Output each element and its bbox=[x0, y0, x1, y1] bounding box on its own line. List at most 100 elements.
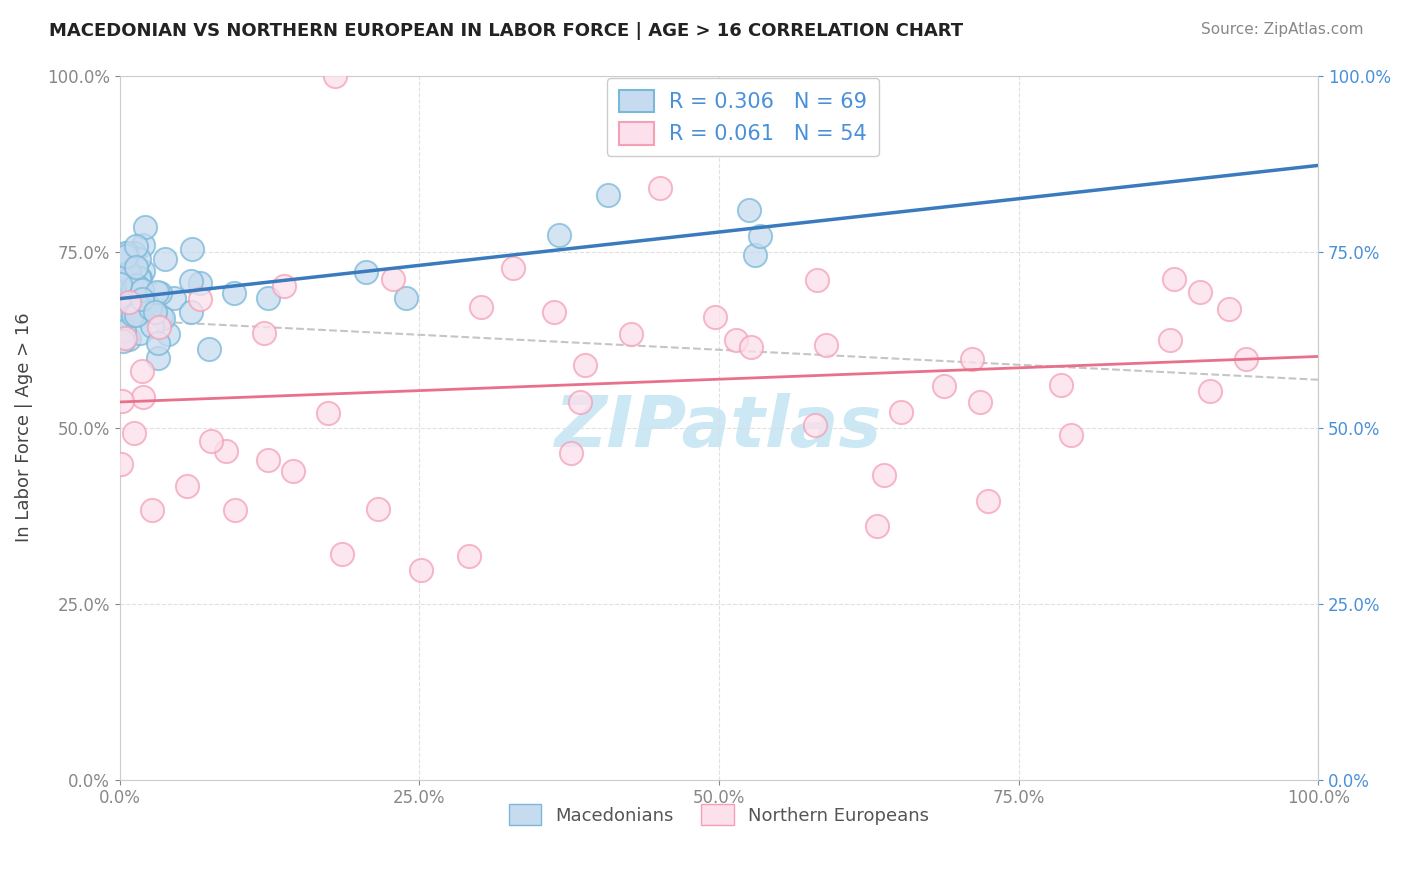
Point bbox=[132, 238, 155, 252]
Point bbox=[543, 305, 565, 319]
Point bbox=[872, 468, 894, 483]
Point bbox=[122, 276, 145, 290]
Point bbox=[395, 291, 418, 305]
Point bbox=[127, 303, 149, 318]
Point bbox=[108, 277, 131, 291]
Point bbox=[122, 245, 145, 260]
Point bbox=[283, 464, 305, 478]
Point bbox=[118, 332, 141, 346]
Point bbox=[724, 333, 747, 347]
Point bbox=[1163, 271, 1185, 285]
Text: MACEDONIAN VS NORTHERN EUROPEAN IN LABOR FORCE | AGE > 16 CORRELATION CHART: MACEDONIAN VS NORTHERN EUROPEAN IN LABOR… bbox=[49, 22, 963, 40]
Point bbox=[257, 292, 280, 306]
Point bbox=[569, 395, 592, 409]
Point bbox=[118, 294, 141, 309]
Point bbox=[153, 252, 176, 267]
Point bbox=[960, 351, 983, 366]
Point bbox=[110, 457, 132, 471]
Point bbox=[1049, 378, 1071, 392]
Point bbox=[560, 445, 582, 459]
Point bbox=[180, 274, 202, 288]
Point bbox=[146, 351, 169, 365]
Point bbox=[125, 238, 148, 252]
Point bbox=[215, 443, 238, 458]
Point bbox=[814, 338, 837, 352]
Point bbox=[125, 304, 148, 318]
Point bbox=[367, 501, 389, 516]
Point bbox=[1060, 428, 1083, 442]
Text: ZIPatlas: ZIPatlas bbox=[555, 393, 883, 462]
Point bbox=[110, 271, 132, 285]
Point bbox=[115, 245, 138, 260]
Point bbox=[969, 395, 991, 409]
Point bbox=[111, 334, 134, 348]
Point bbox=[124, 277, 146, 292]
Point bbox=[131, 299, 153, 313]
Point bbox=[132, 390, 155, 404]
Point bbox=[934, 378, 956, 392]
Point bbox=[330, 547, 353, 561]
Point bbox=[118, 266, 141, 280]
Point bbox=[142, 301, 165, 315]
Point bbox=[253, 326, 276, 340]
Point bbox=[141, 502, 163, 516]
Point bbox=[740, 340, 762, 354]
Point bbox=[180, 305, 202, 319]
Point bbox=[256, 453, 278, 467]
Point bbox=[118, 290, 141, 304]
Point bbox=[128, 271, 150, 285]
Point bbox=[114, 331, 136, 345]
Point bbox=[117, 273, 139, 287]
Point bbox=[112, 324, 135, 338]
Point bbox=[200, 434, 222, 449]
Point bbox=[222, 285, 245, 300]
Point bbox=[139, 301, 162, 315]
Point bbox=[120, 295, 142, 310]
Point bbox=[146, 336, 169, 351]
Legend: Macedonians, Northern Europeans: Macedonians, Northern Europeans bbox=[499, 795, 938, 834]
Point bbox=[145, 285, 167, 299]
Point bbox=[620, 326, 643, 341]
Point bbox=[127, 300, 149, 314]
Point bbox=[128, 252, 150, 266]
Point bbox=[866, 518, 889, 533]
Point bbox=[224, 502, 246, 516]
Point bbox=[141, 318, 163, 333]
Y-axis label: In Labor Force | Age > 16: In Labor Force | Age > 16 bbox=[15, 313, 32, 542]
Point bbox=[703, 310, 725, 324]
Point bbox=[381, 271, 404, 285]
Point bbox=[114, 249, 136, 263]
Point bbox=[180, 242, 202, 256]
Point bbox=[316, 406, 339, 420]
Point bbox=[124, 260, 146, 274]
Point bbox=[804, 418, 827, 433]
Point bbox=[1198, 384, 1220, 398]
Point bbox=[149, 285, 172, 300]
Point bbox=[122, 293, 145, 308]
Point bbox=[890, 404, 912, 418]
Point bbox=[111, 323, 134, 337]
Point bbox=[143, 304, 166, 318]
Point bbox=[596, 187, 619, 202]
Point bbox=[142, 301, 165, 315]
Point bbox=[121, 309, 143, 323]
Point bbox=[122, 281, 145, 295]
Point bbox=[129, 326, 152, 340]
Point bbox=[470, 300, 492, 314]
Point bbox=[163, 292, 186, 306]
Point bbox=[131, 364, 153, 378]
Point bbox=[1188, 285, 1211, 299]
Point bbox=[325, 69, 347, 83]
Point bbox=[648, 180, 671, 194]
Point bbox=[188, 276, 211, 290]
Point bbox=[125, 308, 148, 322]
Point bbox=[273, 279, 295, 293]
Text: Source: ZipAtlas.com: Source: ZipAtlas.com bbox=[1201, 22, 1364, 37]
Point bbox=[411, 563, 433, 577]
Point bbox=[157, 326, 180, 341]
Point bbox=[502, 261, 524, 276]
Point bbox=[1159, 333, 1181, 347]
Point bbox=[548, 228, 571, 243]
Point bbox=[1218, 301, 1240, 316]
Point bbox=[574, 358, 596, 372]
